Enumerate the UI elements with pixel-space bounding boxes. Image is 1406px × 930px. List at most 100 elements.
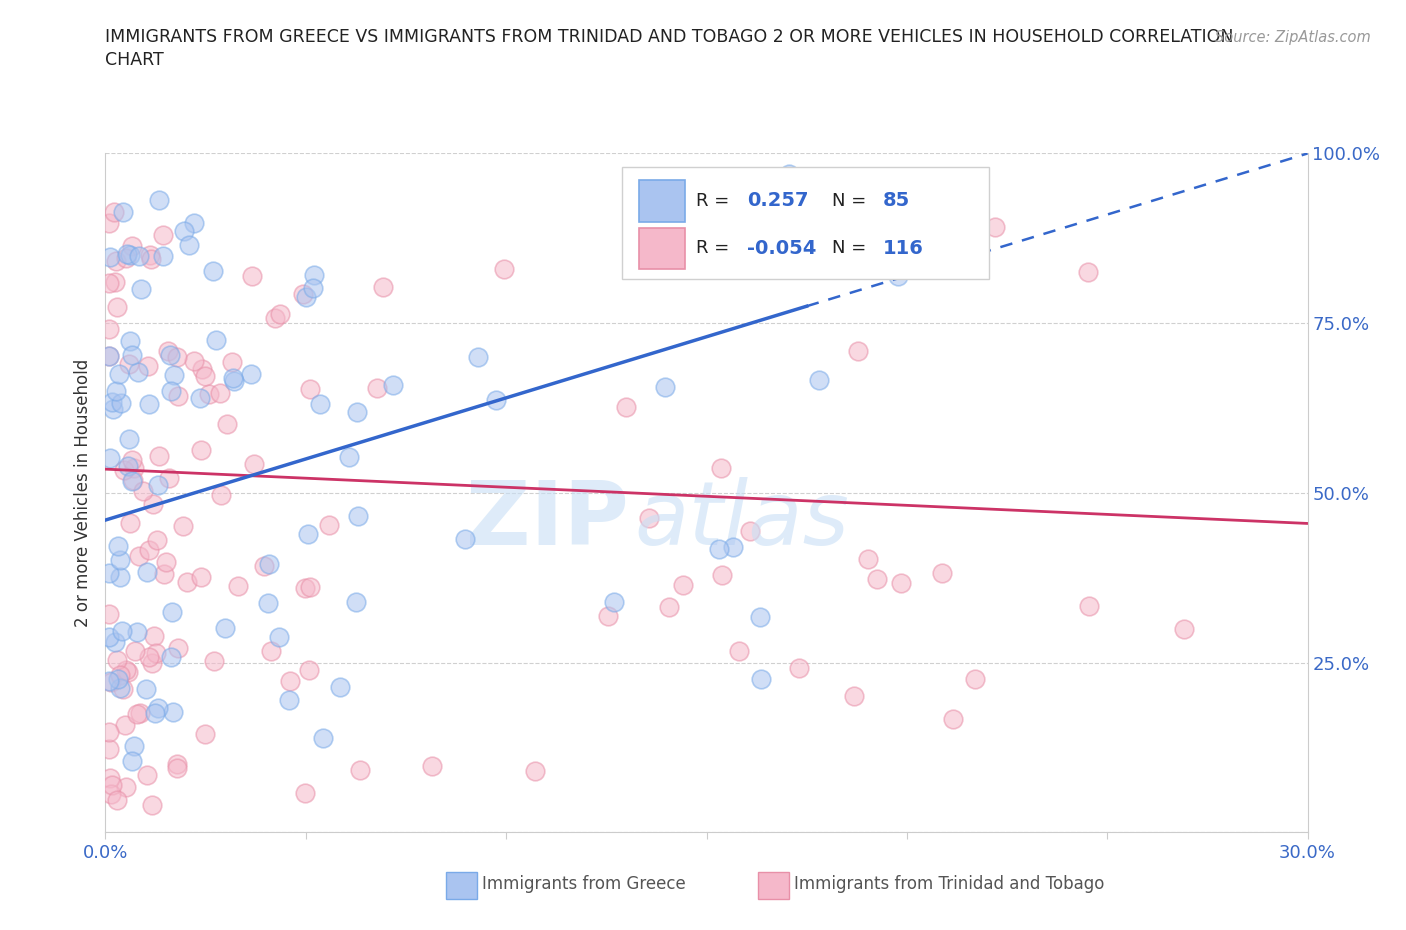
Point: [108, 681, 131, 696]
Point: [297, 526, 319, 541]
Point: [120, 334, 142, 349]
Point: [98, 630, 121, 644]
Point: [115, 251, 138, 266]
Point: [98, 565, 121, 580]
Point: [121, 238, 143, 253]
Point: [98, 450, 121, 465]
Point: [177, 237, 200, 252]
Point: [1173, 622, 1195, 637]
Point: [100, 786, 122, 801]
Point: [101, 402, 124, 417]
Point: [138, 359, 160, 374]
Point: [295, 290, 318, 305]
Point: [104, 253, 127, 268]
Point: [329, 680, 352, 695]
Point: [157, 471, 180, 485]
Point: [198, 387, 221, 402]
Point: [138, 542, 160, 557]
FancyBboxPatch shape: [623, 167, 988, 279]
Point: [183, 353, 205, 368]
Point: [769, 234, 792, 249]
Point: [138, 396, 160, 411]
Point: [176, 575, 198, 590]
Point: [209, 488, 232, 503]
Point: [128, 549, 150, 564]
Point: [148, 193, 170, 207]
Point: [160, 604, 183, 619]
Point: [163, 367, 186, 382]
Point: [492, 261, 515, 276]
Point: [108, 667, 131, 682]
Point: [104, 635, 127, 650]
Point: [749, 609, 772, 624]
Point: [382, 378, 405, 392]
Point: [190, 391, 212, 405]
Text: N =: N =: [831, 192, 872, 210]
Point: [190, 443, 212, 458]
Point: [887, 269, 910, 284]
Point: [132, 484, 155, 498]
Point: [128, 249, 150, 264]
Text: Immigrants from Trinidad and Tobago: Immigrants from Trinidad and Tobago: [794, 875, 1105, 893]
Point: [108, 569, 131, 584]
Point: [309, 397, 332, 412]
Point: [108, 553, 131, 568]
Point: [298, 579, 321, 594]
Point: [239, 366, 262, 381]
Point: [614, 400, 637, 415]
Point: [808, 372, 831, 387]
Text: N =: N =: [831, 240, 872, 258]
Point: [366, 381, 388, 396]
Point: [242, 457, 264, 472]
Point: [167, 389, 190, 404]
Point: [107, 671, 129, 686]
Point: [264, 311, 287, 325]
Point: [738, 524, 761, 538]
FancyBboxPatch shape: [446, 871, 477, 899]
Point: [302, 268, 325, 283]
Point: [105, 299, 128, 314]
Point: [98, 741, 121, 756]
Point: [98, 349, 121, 364]
Point: [292, 286, 315, 301]
Point: [122, 739, 145, 754]
Point: [110, 395, 132, 410]
Point: [129, 281, 152, 296]
Point: [98, 322, 121, 337]
Point: [710, 461, 733, 476]
Point: [98, 275, 121, 290]
Point: [721, 539, 744, 554]
Point: [523, 764, 546, 779]
Point: [111, 682, 134, 697]
Point: [890, 576, 912, 591]
Point: [139, 247, 162, 262]
Point: [159, 348, 181, 363]
Point: [146, 700, 169, 715]
Point: [269, 307, 291, 322]
Point: [224, 374, 246, 389]
Point: [1078, 598, 1101, 613]
Point: [318, 517, 340, 532]
Point: [129, 706, 152, 721]
Point: [108, 366, 131, 381]
Y-axis label: 2 or more Vehicles in Household: 2 or more Vehicles in Household: [75, 359, 93, 627]
Point: [143, 706, 166, 721]
Point: [117, 665, 139, 680]
Point: [202, 654, 225, 669]
Point: [98, 606, 121, 621]
Point: [194, 726, 217, 741]
Point: [156, 343, 179, 358]
Point: [638, 511, 661, 525]
Point: [942, 711, 965, 726]
Point: [467, 350, 489, 365]
Point: [710, 567, 733, 582]
Text: Source: ZipAtlas.com: Source: ZipAtlas.com: [1215, 30, 1371, 45]
Point: [214, 620, 236, 635]
Point: [983, 219, 1005, 234]
Point: [222, 370, 245, 385]
Point: [153, 566, 176, 581]
Point: [114, 462, 136, 477]
Point: [349, 763, 371, 777]
Point: [141, 798, 163, 813]
Point: [654, 380, 676, 395]
